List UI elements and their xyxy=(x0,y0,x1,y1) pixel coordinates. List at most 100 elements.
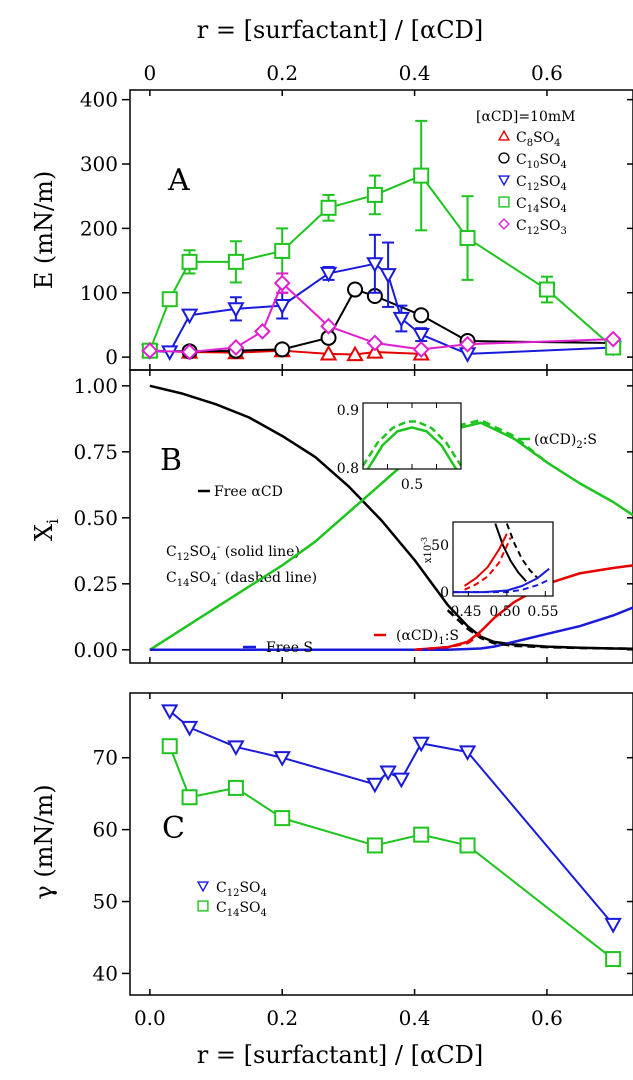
panel-c-xtick-label: 0.0 xyxy=(134,1006,166,1030)
panel-a-ytick-label: 0 xyxy=(105,345,118,369)
panel-c-xtick-label: 0.6 xyxy=(531,1006,563,1030)
data-point-C8SO4 xyxy=(346,345,364,362)
inset-2-xtick-055: 0.55 xyxy=(527,604,558,620)
inset-2-line xyxy=(463,533,508,587)
curve-(αCD)1:S dashed xyxy=(414,632,482,652)
panel-a-ytick-label: 400 xyxy=(80,88,118,112)
data-point-C12SO4 xyxy=(180,720,199,737)
series-line-C10SO4 xyxy=(149,288,614,353)
inset-2-frame xyxy=(452,521,554,597)
inset-2-background xyxy=(453,522,553,596)
data-point-C14SO4 xyxy=(181,789,198,806)
data-point-C14SO4 xyxy=(366,837,383,854)
data-point-C12SO4 xyxy=(412,736,430,753)
top-xtick-label: 0 xyxy=(143,61,156,85)
legend-label-C14SO4: C14SO4 xyxy=(516,196,567,215)
curve-(αCD)1:S xyxy=(149,564,633,652)
data-point-C14SO4 xyxy=(320,199,337,216)
inset-2-line xyxy=(494,523,527,582)
legend-marker-C10SO4 xyxy=(498,152,510,164)
panel-a-ylabel: E (mN/m) xyxy=(30,171,58,289)
data-point-C12SO4 xyxy=(161,345,179,362)
inset-2-exponent: x10-3 xyxy=(420,537,434,563)
panel-b-ytick-label: 0.00 xyxy=(73,638,118,662)
panel-c-letter: C xyxy=(162,811,185,846)
inset-1-xtick: 0.5 xyxy=(401,477,423,493)
series-line-C12SO3 xyxy=(149,282,614,353)
top-xtick-label: 0.6 xyxy=(531,61,563,85)
data-point-C12SO4 xyxy=(366,257,384,273)
data-point-C12SO4 xyxy=(273,751,291,767)
inset-2-ytick-0: 0 xyxy=(440,585,449,601)
data-point-C14SO4 xyxy=(459,837,476,854)
data-point-C14SO4 xyxy=(413,826,430,843)
inset-1-background xyxy=(363,403,461,469)
data-point-C12SO4 xyxy=(412,327,430,344)
inset-2: x10-3 50 0 0.45 0.50 0.55 xyxy=(420,521,559,620)
top-xtick-label: 0.4 xyxy=(399,61,431,85)
panel-b-ytick-label: 1.00 xyxy=(73,374,118,398)
legend-marker-C12SO3 xyxy=(498,218,510,230)
panel-b-ytick-label: 0.50 xyxy=(73,506,118,530)
curve-Free αCD dashed xyxy=(446,609,633,650)
panel-a-ytick-label: 300 xyxy=(80,152,118,176)
data-point-C14SO4 xyxy=(274,810,291,827)
data-point-C14SO4 xyxy=(227,779,244,796)
panel-c-xtick-label: 0.4 xyxy=(399,1006,431,1030)
data-point-C12SO4 xyxy=(319,266,338,283)
legend-marker-C14SO4 xyxy=(498,196,510,208)
panel-a-legend: C8SO4 C10SO4 C12SO4 C14SO4 C12SO3 xyxy=(497,129,567,237)
inset-1-ytick-high: 0.9 xyxy=(337,403,359,419)
data-point-C12SO3 xyxy=(181,343,198,361)
data-point-C12SO3 xyxy=(320,317,337,335)
legend-marker-C14SO4 xyxy=(197,900,209,912)
data-point-C12SO3 xyxy=(366,334,384,352)
panel-c-ytick-label: 40 xyxy=(93,961,118,985)
data-point-C14SO4 xyxy=(413,167,430,184)
data-point-C14SO4 xyxy=(161,738,178,755)
data-point-C12SO4 xyxy=(273,299,291,315)
inset-1-solid-curve xyxy=(366,426,458,470)
data-point-C14SO4 xyxy=(605,951,622,968)
inset-2-line xyxy=(464,537,512,591)
legend-marker-C12SO4 xyxy=(196,881,210,893)
panel-b-letter: B xyxy=(160,443,182,478)
panel-b-ytick-label: 0.25 xyxy=(73,572,118,596)
inset-2-xtick-045: 0.45 xyxy=(450,604,481,620)
bottom-axis-label: r = [surfactant] / [αCD] xyxy=(197,1041,483,1069)
legend-label-C12SO4: C12SO4 xyxy=(216,880,267,899)
data-point-C10SO4 xyxy=(347,281,364,298)
inset-2-line xyxy=(505,523,539,579)
data-point-C12SO4 xyxy=(604,917,622,934)
panel-a: A E (mN/m) [αCD]=10mM C8SO4C10SO4C12SO4C… xyxy=(30,61,633,371)
panel-b-ylabel: Xi xyxy=(30,519,62,541)
data-point-C12SO4 xyxy=(227,740,245,756)
data-point-C14SO4 xyxy=(181,253,198,270)
series-line-C12SO4 xyxy=(149,262,614,355)
note-solid: C12SO4- (solid line) xyxy=(166,542,300,563)
data-point-C14SO4 xyxy=(459,230,476,247)
inset-1: 0.9 0.8 0.5 xyxy=(337,402,463,493)
label-free-s: Free S xyxy=(266,640,313,656)
data-point-C12SO4 xyxy=(227,302,245,318)
panel-a-ytick-label: 200 xyxy=(80,216,118,240)
data-point-C10SO4 xyxy=(413,307,430,324)
legend-marker-C12SO4 xyxy=(497,175,511,187)
data-point-C12SO4 xyxy=(161,704,179,721)
data-point-C12SO3 xyxy=(412,340,430,358)
data-point-C14SO4 xyxy=(538,281,555,298)
panel-b: B Xi C12SO4- (solid line) C14SO4- (dashe… xyxy=(30,369,633,664)
panel-c: C γ (mN/m) r = [surfactant] / [αCD] C12S… xyxy=(30,692,633,1069)
panel-c-xtick-label: 0.2 xyxy=(266,1006,298,1030)
panel-b-ylabel-sub: i xyxy=(43,519,62,524)
series-c-C14SO4 xyxy=(161,738,622,968)
top-xtick-label: 0.2 xyxy=(266,61,298,85)
curve-Free S xyxy=(149,606,633,652)
data-point-C14SO4 xyxy=(161,291,178,308)
inset-1-dashed-curve xyxy=(361,420,463,467)
panel-c-ytick-label: 50 xyxy=(93,890,118,914)
inset-1-frame xyxy=(362,402,462,470)
panel-b-frame xyxy=(129,369,633,664)
